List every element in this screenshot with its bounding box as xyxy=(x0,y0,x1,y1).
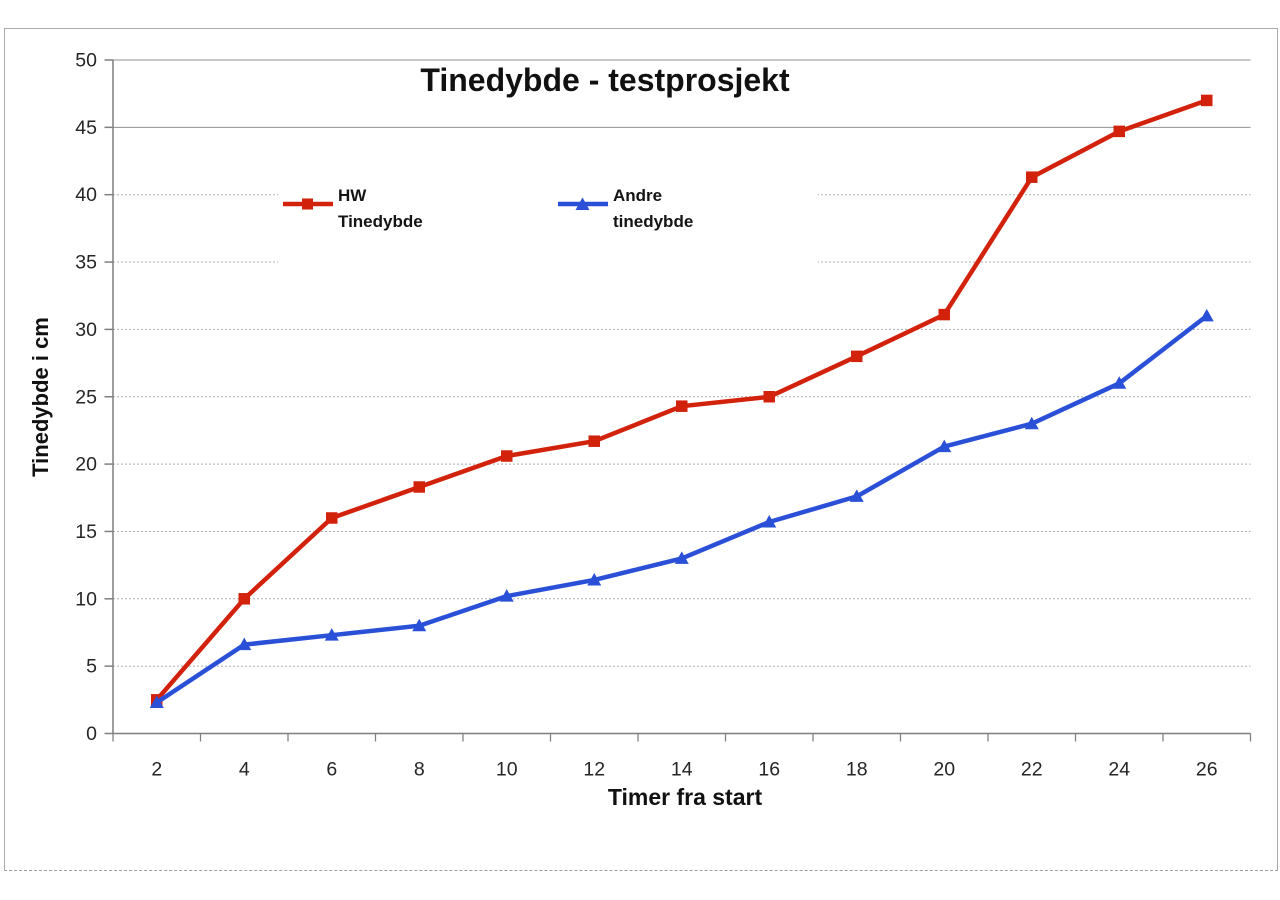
triangle-marker-icon xyxy=(1199,308,1214,322)
x-tick-label: 26 xyxy=(1196,759,1218,781)
series-line-1 xyxy=(154,313,1210,705)
legend-label-andre-line1: Andre xyxy=(613,186,663,205)
x-tick-label: 22 xyxy=(1021,759,1043,781)
x-tick-label: 2 xyxy=(151,759,162,781)
legend-label-hw-line1: HW xyxy=(338,186,367,205)
x-tick-label: 10 xyxy=(496,759,518,781)
square-marker-icon xyxy=(851,350,863,363)
y-axis-title: Tinedybde i cm xyxy=(28,317,53,477)
x-axis-title: Timer fra start xyxy=(607,784,763,810)
triangle-marker-icon xyxy=(237,637,252,651)
red-square-series-marker-icon xyxy=(283,198,333,210)
y-tick-label: 5 xyxy=(86,656,97,678)
legend-label-hw-line2: Tinedybde xyxy=(338,212,423,231)
triangle-marker-icon xyxy=(674,551,689,564)
x-tick-label: 12 xyxy=(583,759,605,781)
legend: HW Tinedybde Andre tinedybde xyxy=(278,183,818,267)
triangle-marker-icon xyxy=(412,618,427,632)
x-tick-label: 6 xyxy=(326,759,337,781)
triangle-marker-icon xyxy=(1112,376,1127,389)
square-marker-icon xyxy=(501,450,513,462)
legend-entry-hw: HW Tinedybde xyxy=(283,183,558,235)
square-marker-icon xyxy=(1026,171,1038,183)
y-tick-label: 15 xyxy=(75,521,97,543)
y-tick-label: 10 xyxy=(75,588,97,610)
square-marker-icon xyxy=(1201,94,1213,107)
triangle-marker-icon xyxy=(849,489,864,502)
x-tick-label: 24 xyxy=(1108,759,1130,781)
x-tick-label: 18 xyxy=(846,759,868,781)
triangle-marker-icon xyxy=(587,572,602,586)
square-marker-icon xyxy=(326,512,338,524)
triangle-marker-icon xyxy=(762,515,777,528)
y-tick-label: 45 xyxy=(75,117,97,139)
square-marker-icon xyxy=(938,308,950,321)
y-tick-label: 35 xyxy=(75,252,97,274)
y-tick-label: 30 xyxy=(75,319,97,341)
x-tick-label: 8 xyxy=(414,759,425,781)
x-tick-label: 20 xyxy=(933,759,955,781)
x-tick-label: 16 xyxy=(758,759,780,781)
chart-title: Tinedybde - testprosjekt xyxy=(420,62,790,98)
x-tick-label: 4 xyxy=(239,759,250,781)
square-marker-icon xyxy=(1113,125,1125,138)
square-marker-icon xyxy=(763,391,775,403)
legend-entry-andre: Andre tinedybde xyxy=(558,183,693,235)
blue-triangle-series-marker-icon xyxy=(558,197,608,210)
y-tick-label: 20 xyxy=(75,454,97,476)
x-tick-label: 14 xyxy=(671,759,693,781)
y-tick-label: 25 xyxy=(75,386,97,408)
square-marker-icon xyxy=(238,593,250,605)
triangle-marker-icon xyxy=(499,589,514,602)
legend-label-andre: Andre tinedybde xyxy=(613,183,693,235)
triangle-marker-icon xyxy=(324,628,339,641)
chart-frame xyxy=(4,28,1278,871)
y-tick-label: 40 xyxy=(75,184,97,206)
legend-label-hw: HW Tinedybde xyxy=(338,183,423,235)
square-marker-icon xyxy=(413,481,425,493)
triangle-marker-icon xyxy=(149,695,164,709)
y-tick-label: 0 xyxy=(86,723,97,745)
legend-label-andre-line2: tinedybde xyxy=(613,212,694,231)
y-tick-label: 50 xyxy=(75,50,97,72)
triangle-marker-icon xyxy=(937,439,952,453)
square-marker-icon xyxy=(588,435,600,447)
square-marker-icon xyxy=(676,400,688,412)
triangle-marker-icon xyxy=(1024,416,1039,430)
